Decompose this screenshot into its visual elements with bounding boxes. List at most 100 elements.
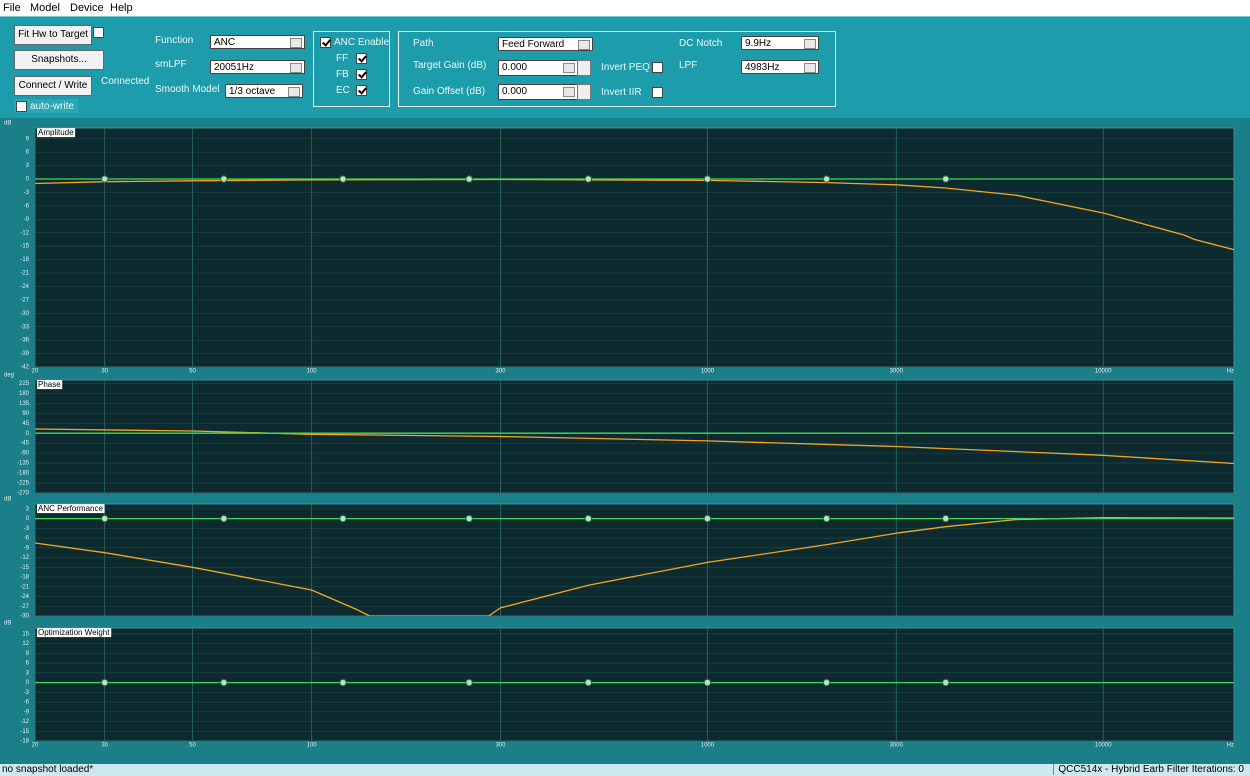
panel-title: Phase — [38, 380, 61, 389]
field-label: Function — [155, 35, 194, 46]
y-tick-label: 0 — [26, 516, 30, 522]
series-line — [35, 178, 1234, 251]
checkbox[interactable] — [652, 87, 663, 98]
status-text: no snapshot loaded* — [2, 764, 94, 775]
dropdown[interactable]: 4983Hz — [741, 60, 819, 74]
y-unit: dB — [4, 621, 11, 627]
y-tick-label: -24 — [20, 284, 29, 290]
spinner[interactable] — [577, 60, 591, 76]
y-unit: dB — [4, 497, 11, 503]
x-tick-label: 50 — [189, 369, 196, 375]
y-tick-label: -42 — [20, 365, 29, 371]
y-tick-label: -30 — [20, 614, 29, 620]
control-point — [100, 175, 109, 183]
dropdown[interactable]: 9.9Hz — [741, 36, 819, 50]
x-tick-label: 3000 — [890, 743, 904, 749]
control-point — [465, 514, 473, 523]
y-tick-label: -6 — [24, 700, 30, 706]
control-point — [220, 175, 228, 183]
menu-item[interactable]: File — [3, 2, 21, 14]
y-tick-label: 6 — [26, 661, 30, 667]
checkbox[interactable] — [356, 85, 367, 96]
number-input[interactable]: 0.000 — [498, 84, 578, 100]
number-input[interactable]: 0.000 — [498, 60, 578, 76]
menu-item[interactable]: Model — [30, 2, 60, 14]
dropdown[interactable]: 20051Hz — [210, 60, 305, 74]
y-tick-label: -18 — [20, 257, 29, 263]
plot-area — [34, 127, 1235, 368]
y-tick-label: 3 — [26, 163, 30, 169]
x-tick-label: 100 — [307, 743, 318, 749]
control-point — [703, 175, 712, 183]
dropdown[interactable]: Feed Forward — [498, 37, 593, 51]
checkbox[interactable] — [356, 53, 367, 64]
checkbox-label: EC — [336, 85, 350, 96]
y-tick-label: -270 — [17, 491, 30, 497]
menu-item[interactable]: Help — [110, 2, 133, 14]
y-tick-label: 225 — [19, 381, 30, 387]
y-tick-label: -90 — [20, 451, 29, 457]
checkbox[interactable] — [652, 62, 663, 73]
field-label: Smooth Model — [155, 84, 220, 95]
status-bar: no snapshot loaded* QCC514x - Hybrid Ear… — [0, 764, 1250, 776]
control-point — [703, 678, 712, 687]
x-tick-label: 30 — [101, 369, 108, 375]
checkbox[interactable] — [16, 101, 27, 112]
control-point — [339, 175, 347, 183]
charts-area: dB9630-3-6-9-12-15-18-21-24-27-30-33-36-… — [0, 118, 1250, 764]
y-tick-label: -15 — [20, 244, 29, 250]
control-point — [339, 678, 347, 687]
checkbox-label: Invert PEQ — [601, 62, 650, 73]
x-tick-label: 30 — [101, 743, 108, 749]
y-tick-label: -18 — [20, 739, 29, 745]
toolbar: Fit Hw to Target Snapshots... Connect / … — [0, 16, 1250, 119]
checkbox[interactable] — [93, 27, 104, 38]
y-tick-label: -135 — [17, 461, 30, 467]
y-tick-label: -180 — [17, 471, 30, 477]
panel-title: Amplitude — [38, 128, 74, 137]
x-tick-label: 10000 — [1095, 369, 1112, 375]
x-tick-label: 20 — [32, 743, 39, 749]
menu-bar: File Model Device Help — [0, 0, 1250, 16]
fit-button[interactable]: Fit Hw to Target — [14, 25, 92, 45]
checkbox[interactable] — [320, 37, 331, 48]
control-point — [942, 175, 950, 183]
y-tick-label: -12 — [20, 719, 29, 725]
connect-button[interactable]: Connect / Write — [14, 76, 92, 96]
x-tick-label: 20 — [32, 369, 39, 375]
y-tick-label: -45 — [20, 441, 29, 447]
control-point — [220, 514, 228, 523]
snapshots-button[interactable]: Snapshots... — [14, 50, 104, 70]
y-tick-label: -225 — [17, 481, 30, 487]
control-point — [703, 514, 712, 523]
control-point — [822, 175, 831, 183]
control-point — [942, 514, 950, 523]
series-line — [35, 516, 1234, 616]
panel-title-bg — [37, 504, 105, 514]
x-tick-label: 300 — [495, 369, 506, 375]
auto-write-row — [14, 99, 78, 113]
y-tick-label: 3 — [26, 670, 30, 676]
y-tick-label: -3 — [24, 526, 30, 532]
control-point — [465, 678, 473, 687]
y-tick-label: -39 — [20, 351, 29, 357]
y-tick-label: -9 — [24, 545, 30, 551]
control-point — [100, 678, 109, 687]
series-line — [35, 428, 1234, 465]
y-tick-label: -24 — [20, 594, 29, 600]
x-unit: Hz — [1227, 743, 1234, 749]
dropdown[interactable]: ANC — [210, 35, 305, 49]
dropdown[interactable]: 1/3 octave — [225, 84, 303, 98]
menu-item[interactable]: Device — [70, 2, 104, 14]
y-tick-label: -12 — [20, 555, 29, 561]
y-tick-label: -21 — [20, 271, 29, 277]
y-tick-label: -9 — [24, 217, 30, 223]
y-tick-label: 45 — [22, 421, 29, 427]
spinner[interactable] — [577, 84, 591, 100]
y-tick-label: -36 — [20, 338, 29, 344]
checkbox[interactable] — [356, 69, 367, 80]
panel-title: ANC Performance — [38, 504, 103, 513]
control-point — [584, 678, 592, 687]
panel-title-bg — [37, 128, 76, 138]
y-tick-label: -21 — [20, 584, 29, 590]
